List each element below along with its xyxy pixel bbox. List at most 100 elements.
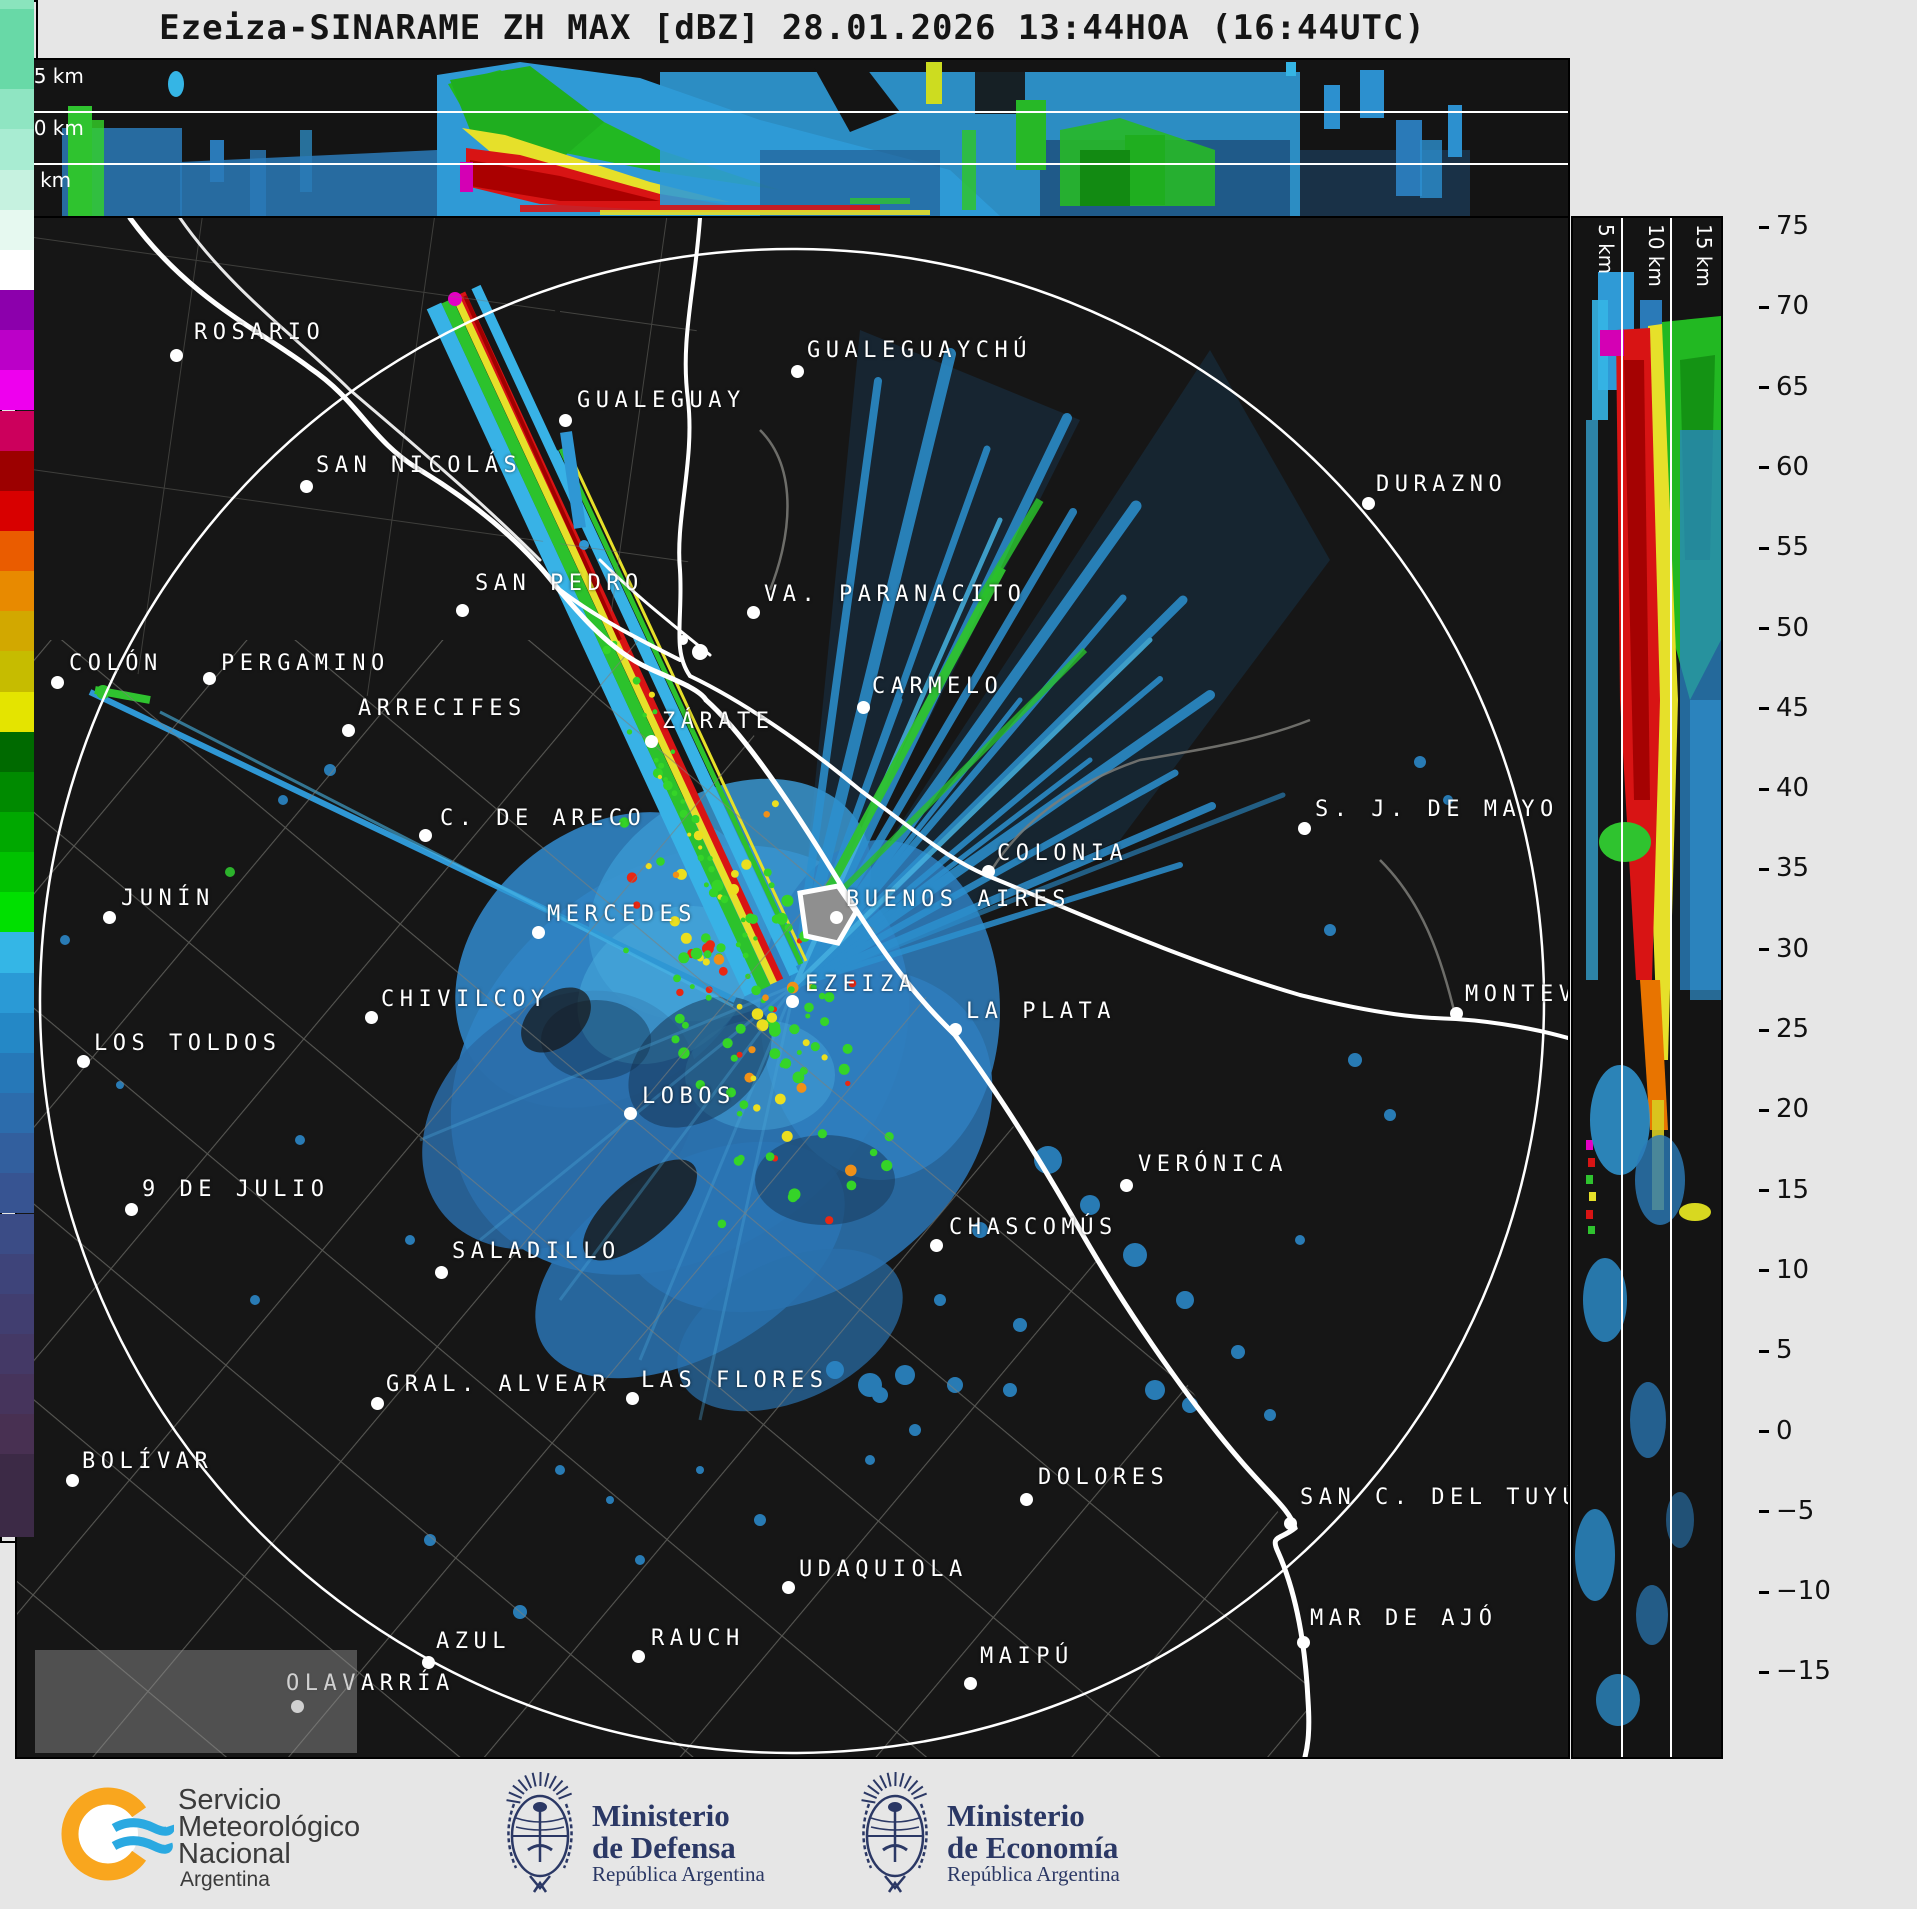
- city-dot-rauch: [631, 1649, 645, 1663]
- colorbar-segment-25dbz: [0, 771, 34, 812]
- colorbar-segment-47.5dbz: [0, 410, 34, 451]
- colorbar-segment-22.5dbz: [0, 812, 34, 853]
- colorbar-tick-10: [1759, 1269, 1769, 1273]
- city-dot-ezeiza: [785, 994, 799, 1008]
- city-label-rauch: RAUCH: [651, 1626, 745, 1651]
- colorbar-segment-45dbz: [0, 450, 34, 491]
- colorbar-segment-0dbz: [0, 1173, 34, 1214]
- colorbar-segment-27.5dbz: [0, 731, 34, 772]
- city-label-durazno: DURAZNO: [1376, 472, 1508, 497]
- city-label-chivilcoy: CHIVILCOY: [381, 987, 550, 1012]
- defensa-title-line2: de Defensa: [592, 1830, 736, 1865]
- colorbar-tick-35: [1759, 867, 1769, 871]
- smn-logo-icon: [61, 1787, 174, 1881]
- colorbar-tick-0: [1759, 1430, 1769, 1433]
- colorbar-segment-57.5dbz: [0, 249, 34, 291]
- colorbar-tick-label-20: 20: [1776, 1094, 1810, 1125]
- city-label-c-de-areco: C. DE ARECO: [440, 806, 647, 831]
- city-label-mercedes: MERCEDES: [547, 902, 697, 927]
- top-cross-section-echoes: [17, 60, 1568, 216]
- colorbar-segment-17.5dbz: [0, 892, 34, 933]
- defensa-subtitle: República Argentina: [592, 1862, 765, 1886]
- colorbar-segment--7.5dbz: [0, 1293, 34, 1334]
- city-dot-gualeguay: [558, 413, 572, 427]
- city-label-buenos-aires: BUENOS AIRES: [846, 887, 1071, 912]
- city-dot-los-toldos: [76, 1054, 90, 1068]
- colorbar-segment-42.5dbz: [0, 490, 34, 531]
- colorbar-tick--10: [1759, 1590, 1769, 1594]
- city-label-azul: AZUL: [436, 1629, 511, 1654]
- city-label-dolores: DOLORES: [1038, 1465, 1170, 1490]
- city-dot-jun-n: [102, 910, 116, 924]
- colorbar-tick-label-55: 55: [1776, 532, 1810, 563]
- city-label-gral-alvear: GRAL. ALVEAR: [386, 1372, 611, 1397]
- city-dot-chivilcoy: [364, 1010, 378, 1024]
- colorbar-segment-37.5dbz: [0, 571, 34, 612]
- city-label-z-rate: ZÁRATE: [662, 709, 775, 734]
- city-label-udaquiola: UDAQUIOLA: [799, 1557, 968, 1582]
- smn-name-line4: Argentina: [180, 1868, 270, 1891]
- colorbar-tick-label-45: 45: [1776, 692, 1810, 723]
- city-label-las-flores: LAS FLORES: [641, 1368, 829, 1393]
- city-dot-ver-nica: [1119, 1178, 1133, 1192]
- colorbar-tick-label-40: 40: [1776, 773, 1810, 804]
- colorbar-segment-7.5dbz: [0, 1052, 34, 1094]
- caba-outline: [797, 883, 859, 946]
- city-label-pergamino: PERGAMINO: [221, 651, 390, 676]
- colorbar-tick-label--5: −5: [1776, 1495, 1815, 1526]
- city-label-mar-de-aj: MAR DE AJÓ: [1310, 1606, 1498, 1631]
- city-label-colonia: COLONIA: [997, 841, 1129, 866]
- top-cross-section-panel: 15 km 10 km 5 km: [15, 58, 1570, 218]
- colorbar-segment-30dbz: [0, 691, 34, 732]
- colorbar-tick-45: [1759, 707, 1769, 711]
- colorbar-segment-52.5dbz: [0, 330, 34, 371]
- colorbar-tick-label-25: 25: [1776, 1014, 1810, 1044]
- city-dot-olavarr-a: [290, 1699, 304, 1713]
- colorbar-segment-10dbz: [0, 1012, 34, 1053]
- city-label-carmelo: CARMELO: [872, 674, 1004, 699]
- colorbar-tick-60: [1759, 466, 1769, 470]
- city-dot-mar-de-aj: [1296, 1635, 1310, 1649]
- colorbar-tick-15: [1759, 1189, 1769, 1193]
- colorbar-segment--2.5dbz: [0, 1213, 34, 1254]
- colorbar-segment--15dbz: [0, 1414, 34, 1455]
- city-dot-maip: [963, 1676, 977, 1690]
- colorbar-segment-35dbz: [0, 611, 34, 652]
- colorbar-segment-55dbz: [0, 290, 34, 331]
- city-label-rosario: ROSARIO: [194, 320, 326, 345]
- city-dot-carmelo: [856, 700, 870, 714]
- city-dot-azul: [421, 1655, 435, 1669]
- city-dot-z-rate: [644, 734, 658, 748]
- page-title: Ezeiza-SINARAME ZH MAX [dBZ] 28.01.2026 …: [159, 8, 1426, 48]
- defensa-title-line1: Ministerio: [592, 1798, 730, 1833]
- city-label-gualeguaych: GUALEGUAYCHÚ: [807, 338, 1032, 363]
- city-dot-gualeguaych: [790, 364, 804, 378]
- economia-coat-of-arms-icon: [861, 1771, 928, 1893]
- economia-title-line2: de Economía: [947, 1830, 1119, 1865]
- colorbar-tick-75: [1759, 225, 1769, 229]
- city-dot-mercedes: [531, 925, 545, 939]
- uruguay-boundaries: [759, 429, 1458, 1020]
- colorbar-tick-50: [1759, 627, 1769, 630]
- colorbar-tick-label-35: 35: [1776, 853, 1810, 884]
- colorbar: [0, 0, 38, 1543]
- colorbar-tick-label-30: 30: [1776, 933, 1810, 964]
- colorbar-tick-20: [1759, 1108, 1769, 1112]
- city-label-ver-nica: VERÓNICA: [1138, 1152, 1288, 1177]
- colorbar-tick-label-60: 60: [1776, 451, 1810, 482]
- city-dot-colonia: [981, 864, 995, 878]
- city-dot-montevideo: [1449, 1006, 1463, 1020]
- colorbar-tick-55: [1759, 546, 1769, 550]
- colorbar-segment-65dbz: [0, 129, 34, 170]
- city-dot-san-nicol-s: [299, 479, 313, 493]
- city-dot-s-j-de-mayo: [1297, 821, 1311, 835]
- city-dot-la-plata: [948, 1022, 962, 1036]
- colorbar-tick-label-70: 70: [1776, 291, 1810, 322]
- city-dot-9-de-julio: [124, 1202, 138, 1216]
- colorbar-segment-67.5dbz: [0, 89, 34, 130]
- colorbar-tick-label-75: 75: [1776, 211, 1810, 241]
- colorbar-segment-2.5dbz: [0, 1133, 34, 1174]
- city-dot-va-paranacito: [746, 605, 760, 619]
- economia-title-line1: Ministerio: [947, 1798, 1085, 1833]
